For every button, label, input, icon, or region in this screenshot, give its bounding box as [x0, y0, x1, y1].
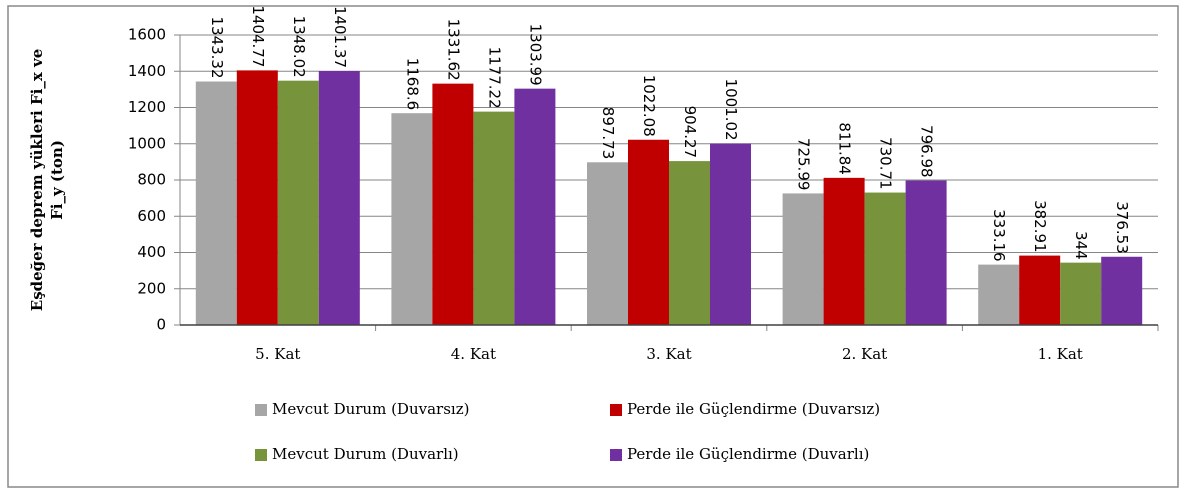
- x-tick-label: 3. Kat: [646, 345, 691, 363]
- bar: [669, 161, 710, 325]
- y-tick-label: 1000: [128, 134, 166, 152]
- value-label: 1331.62: [444, 19, 462, 81]
- bar: [1019, 255, 1061, 325]
- y-axis-title: Eşdeğer deprem yükleri Fi_x ve: [28, 49, 46, 311]
- legend-swatch: [610, 404, 622, 416]
- bar: [391, 113, 433, 325]
- bar: [318, 71, 360, 326]
- y-tick-label: 200: [137, 279, 166, 297]
- y-tick-label: 1400: [128, 62, 166, 80]
- legend-label: Perde ile Güçlendirme (Duvarlı): [627, 445, 869, 463]
- value-label: 904.27: [681, 106, 699, 159]
- x-tick-label: 5. Kat: [255, 345, 300, 363]
- bar: [710, 143, 751, 325]
- bar: [823, 177, 865, 325]
- x-tick-label: 4. Kat: [451, 345, 496, 363]
- y-tick-label: 1200: [128, 98, 166, 116]
- legend-swatch: [610, 449, 622, 461]
- bar: [514, 88, 556, 325]
- y-axis-title: Fi_y (ton): [48, 140, 66, 220]
- value-label: 344: [1072, 231, 1090, 260]
- value-label: 897.73: [599, 107, 617, 160]
- bar: [277, 80, 319, 325]
- bar: [432, 83, 474, 325]
- value-label: 376.53: [1113, 201, 1131, 254]
- value-label: 730.71: [877, 137, 895, 190]
- y-tick-label: 1600: [128, 26, 166, 44]
- y-tick-label: 0: [156, 316, 166, 334]
- value-label: 1401.37: [331, 6, 349, 68]
- value-label: 1001.02: [722, 79, 740, 141]
- bar: [978, 264, 1020, 325]
- y-tick-label: 800: [137, 171, 166, 189]
- legend-swatch: [255, 404, 267, 416]
- bar: [1060, 262, 1102, 325]
- value-label: 1177.22: [485, 47, 503, 109]
- y-tick-label: 400: [137, 243, 166, 261]
- legend-label: Perde ile Güçlendirme (Duvarsız): [627, 400, 880, 418]
- bar: [236, 70, 278, 325]
- legend-swatch: [255, 449, 267, 461]
- legend-label: Mevcut Durum (Duvarsız): [272, 400, 469, 418]
- y-tick-label: 600: [137, 207, 166, 225]
- value-label: 1404.77: [249, 5, 267, 67]
- bar: [473, 111, 515, 325]
- legend-label: Mevcut Durum (Duvarlı): [272, 445, 459, 463]
- value-label: 725.99: [795, 138, 813, 191]
- bar: [864, 192, 906, 325]
- value-label: 1343.32: [208, 16, 226, 78]
- value-label: 811.84: [836, 122, 854, 175]
- value-label: 1303.99: [526, 24, 544, 86]
- value-label: 382.91: [1031, 200, 1049, 253]
- bar: [1101, 256, 1143, 325]
- value-label: 796.98: [918, 125, 936, 178]
- x-tick-label: 1. Kat: [1038, 345, 1083, 363]
- value-label: 1348.02: [290, 16, 308, 78]
- bar: [782, 193, 824, 325]
- value-label: 1022.08: [640, 75, 658, 137]
- x-tick-label: 2. Kat: [842, 345, 887, 363]
- bar: [628, 139, 669, 325]
- value-label: 1168.6: [403, 58, 421, 111]
- bar: [195, 81, 237, 325]
- bar: [905, 180, 947, 325]
- bar: [587, 162, 628, 325]
- value-label: 333.16: [990, 209, 1008, 262]
